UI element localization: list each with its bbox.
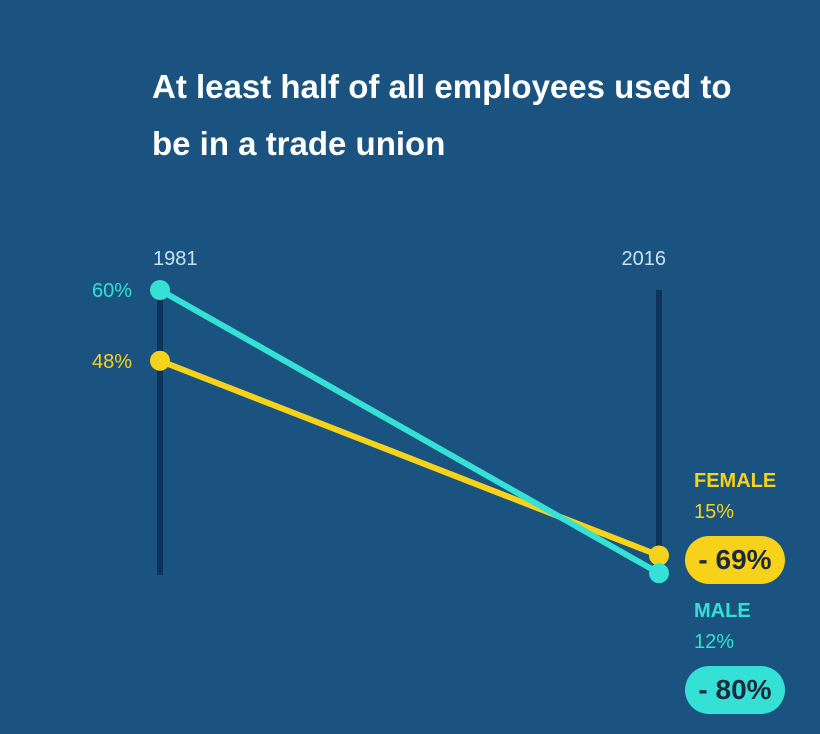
male-point-1981 [150,280,170,300]
female-legend-name: FEMALE [694,470,777,492]
female-end-value: 15% [694,501,735,523]
male-legend-name: MALE [694,600,751,622]
year-label-2016: 2016 [622,248,667,270]
female-series-line [157,357,662,559]
chart-title: At least half of all employees used to b… [152,68,732,162]
female-change-badge: - 69% [685,536,785,584]
male-start-value-label: 60% [92,280,132,302]
male-change-badge: - 80% [685,666,785,714]
male-series-line [157,287,662,577]
male-end-value: 12% [694,631,735,653]
male-point-2016 [649,563,669,584]
female-point-1981 [150,350,170,371]
female-start-value-label: 48% [92,351,132,373]
female-point-2016 [649,545,669,566]
year-label-1981: 1981 [153,248,198,270]
